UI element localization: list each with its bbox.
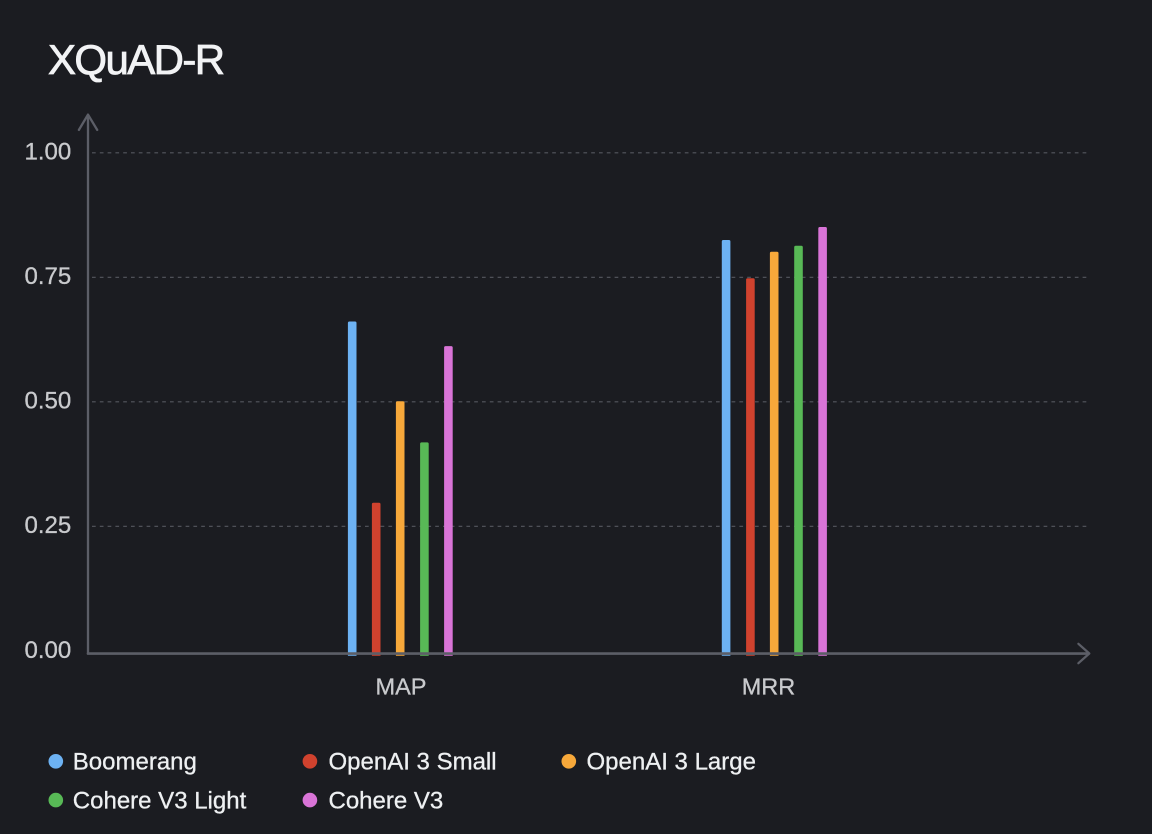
svg-text:Cohere V3 Light: Cohere V3 Light	[73, 787, 247, 814]
svg-text:0.75: 0.75	[24, 263, 71, 290]
svg-text:Cohere V3: Cohere V3	[329, 787, 444, 814]
svg-text:MRR: MRR	[742, 674, 796, 700]
svg-text:MAP: MAP	[376, 674, 427, 700]
svg-text:1.00: 1.00	[24, 138, 71, 165]
svg-text:OpenAI 3 Large: OpenAI 3 Large	[587, 749, 756, 776]
svg-text:0.25: 0.25	[24, 512, 71, 539]
svg-text:OpenAI 3 Small: OpenAI 3 Small	[329, 749, 497, 776]
svg-text:Boomerang: Boomerang	[73, 749, 197, 776]
svg-text:0.00: 0.00	[24, 637, 71, 664]
svg-text:XQuAD-R: XQuAD-R	[48, 36, 224, 83]
svg-text:0.50: 0.50	[24, 387, 71, 414]
